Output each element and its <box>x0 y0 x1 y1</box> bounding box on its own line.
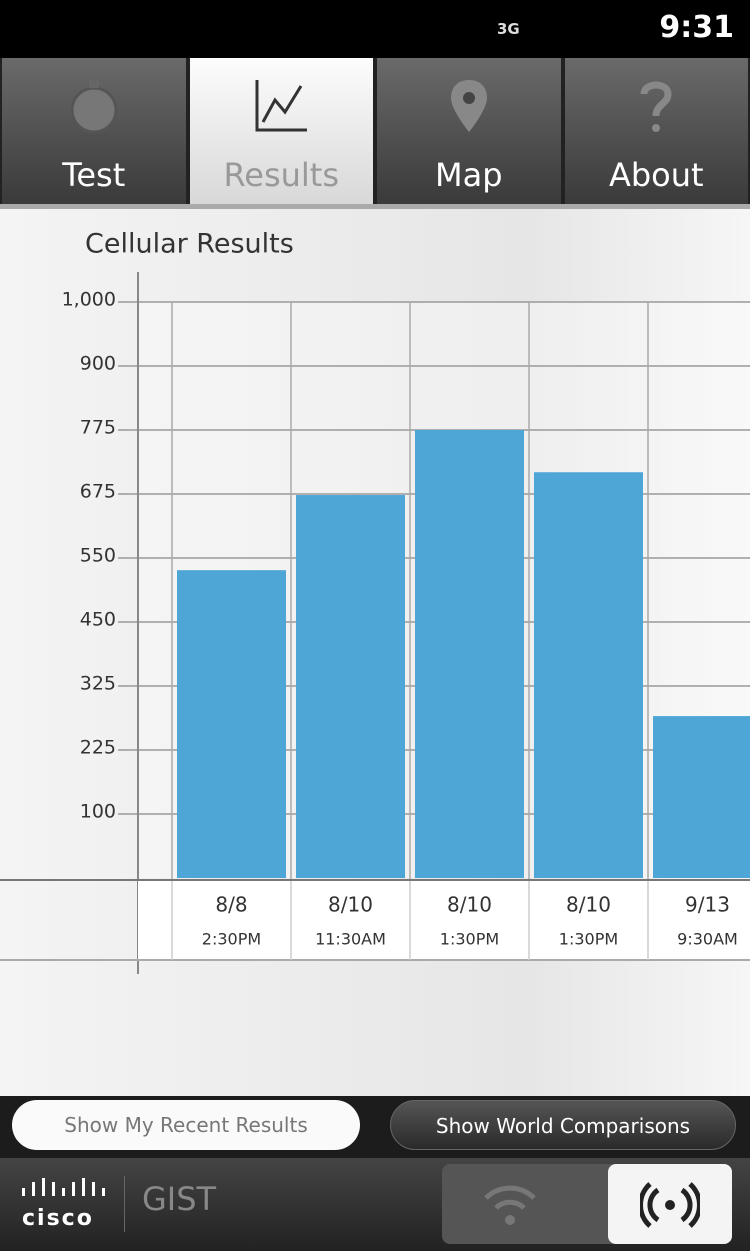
button-bar: Show My Recent Results Show World Compar… <box>0 1096 750 1158</box>
y-tick-label: 900 <box>80 353 116 375</box>
tab[interactable]: Map <box>377 58 561 204</box>
status-bar: 3G 9:31 <box>0 0 750 58</box>
tab-label: Test <box>62 156 126 194</box>
footer: cisco GIST <box>0 1158 750 1251</box>
x-tick-sublabel: 1:30PM <box>559 930 618 949</box>
tab-label: Results <box>223 156 340 194</box>
x-tick-sublabel: 9:30AM <box>677 930 738 949</box>
tab[interactable]: Test <box>2 58 186 204</box>
y-tick-label: 100 <box>80 801 116 823</box>
cisco-logo-bars <box>22 1178 105 1196</box>
x-tick-sublabel: 11:30AM <box>315 930 386 949</box>
clock: 9:31 <box>659 10 734 45</box>
cellular-icon <box>640 1182 700 1228</box>
bar <box>653 716 750 878</box>
bar <box>534 472 643 878</box>
recent-button[interactable]: Show My Recent Results <box>12 1100 360 1150</box>
x-tick-label: 8/8 <box>215 893 247 917</box>
tab-label: About <box>608 156 704 194</box>
x-tick-sublabel: 2:30PM <box>202 930 261 949</box>
help-icon <box>640 81 672 132</box>
y-tick-label: 550 <box>80 545 116 567</box>
x-tick-label: 8/10 <box>447 893 492 917</box>
x-tick-sublabel: 1:30PM <box>440 930 499 949</box>
wifi-icon <box>484 1185 536 1225</box>
stopwatch-icon <box>70 80 118 134</box>
x-tick-label: 8/10 <box>328 893 373 917</box>
tab-label: Map <box>434 156 503 194</box>
bar <box>177 570 286 878</box>
tab-bar: Test Results Map About <box>0 58 750 204</box>
pin-icon <box>450 80 487 132</box>
app-name: GIST <box>142 1180 217 1218</box>
network-toggle[interactable] <box>442 1164 732 1244</box>
network-type: 3G <box>497 20 520 38</box>
chart-title: Cellular Results <box>85 229 294 260</box>
tab-selected[interactable]: Results <box>189 58 373 204</box>
world-button[interactable]: Show World Comparisons <box>390 1100 736 1150</box>
y-tick-label: 775 <box>80 417 116 439</box>
bar <box>296 495 405 878</box>
y-tick-label: 1,000 <box>62 289 116 311</box>
brand: cisco <box>22 1206 94 1231</box>
chart-icon <box>255 80 308 132</box>
y-tick-label: 450 <box>80 609 116 631</box>
chart: Cellular Results 100 225 325 450 550 675 775 90… <box>0 229 750 974</box>
separator <box>124 1176 125 1232</box>
x-tick-label: 8/10 <box>566 893 611 917</box>
y-tick-label: 675 <box>80 481 116 503</box>
y-tick-label: 325 <box>80 673 116 695</box>
content: Cellular Results 100 225 325 450 550 675 775 90… <box>0 204 750 1096</box>
x-tick-label: 9/13 <box>685 893 730 917</box>
y-tick-label: 225 <box>80 737 116 759</box>
bar <box>415 430 524 878</box>
tab[interactable]: About <box>564 58 748 204</box>
cellular-toggle-on[interactable] <box>608 1164 732 1244</box>
